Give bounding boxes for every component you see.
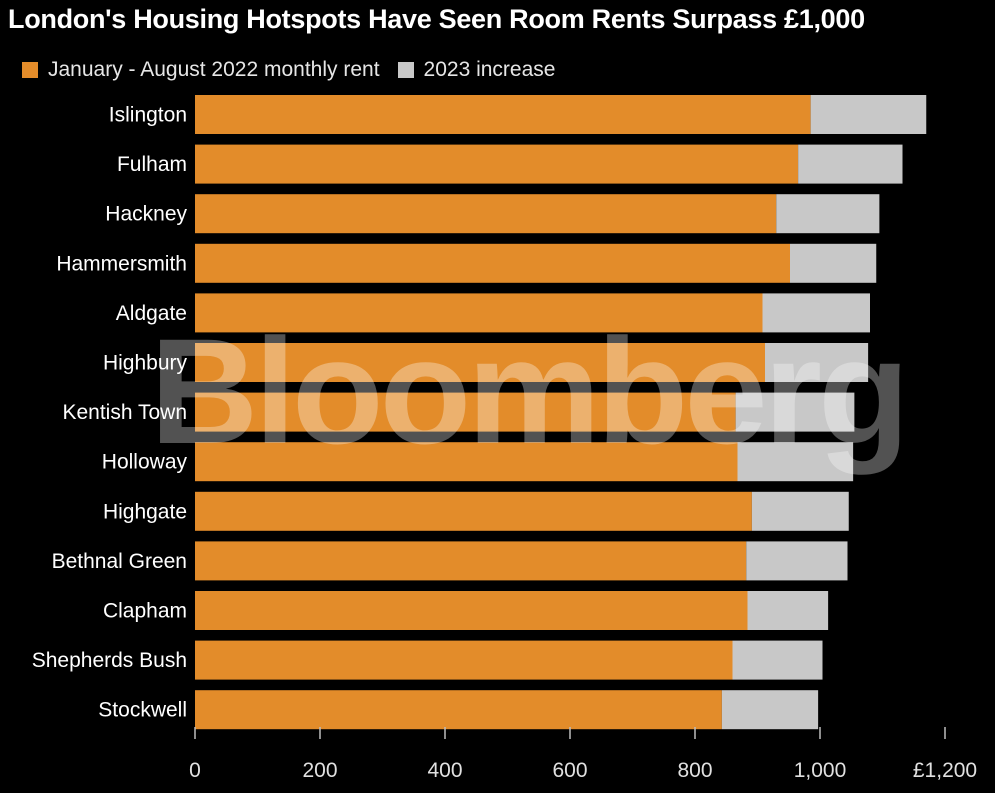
legend-item-base: January - August 2022 monthly rent (22, 58, 380, 82)
category-label-fulham: Fulham (117, 153, 187, 176)
category-label-shepherds-bush: Shepherds Bush (32, 649, 187, 672)
x-tick-label-400: 400 (427, 759, 462, 782)
bar-increase-highbury (765, 343, 869, 382)
bar-base-hackney (195, 194, 777, 234)
bar-base-hammersmith (195, 243, 790, 283)
x-tick-label-200: 200 (302, 759, 337, 782)
bar-base-highbury (195, 343, 765, 382)
bar-base-clapham (195, 591, 748, 630)
x-tick-label-1000: 1,000 (794, 759, 847, 782)
legend-label-base: January - August 2022 monthly rent (48, 58, 380, 81)
bar-increase-holloway (737, 442, 854, 482)
category-label-hammersmith: Hammersmith (56, 252, 187, 275)
category-label-highbury: Highbury (103, 352, 188, 375)
bar-increase-highgate (751, 491, 849, 531)
x-tick-label-600: 600 (552, 759, 587, 782)
bar-increase-islington (810, 95, 927, 134)
bar-base-aldgate (195, 293, 763, 333)
bar-increase-aldgate (762, 293, 870, 333)
x-tick-label-800: 800 (677, 759, 712, 782)
category-label-kentish-town: Kentish Town (62, 401, 187, 424)
bar-base-fulham (195, 144, 799, 184)
bar-base-holloway (195, 442, 738, 482)
category-label-holloway: Holloway (102, 451, 188, 474)
bar-increase-clapham (747, 591, 829, 630)
category-label-stockwell: Stockwell (98, 699, 187, 722)
bar-base-stockwell (195, 690, 722, 730)
bar-increase-hackney (776, 194, 880, 234)
category-label-bethnal-green: Bethnal Green (52, 550, 187, 573)
bar-increase-kentish-town (735, 392, 855, 432)
bar-increase-fulham (798, 144, 903, 184)
legend-label-increase: 2023 increase (423, 58, 556, 81)
bar-base-shepherds-bush (195, 640, 733, 680)
bar-increase-bethnal-green (746, 541, 848, 581)
legend-swatch-increase (397, 62, 414, 78)
bar-base-kentish-town (195, 392, 736, 432)
category-label-clapham: Clapham (103, 600, 187, 623)
bar-increase-stockwell (721, 690, 819, 730)
bar-base-bethnal-green (195, 541, 747, 581)
chart-title: London's Housing Hotspots Have Seen Room… (8, 4, 865, 34)
bar-base-highgate (195, 491, 752, 531)
category-label-islington: Islington (109, 104, 187, 127)
category-label-hackney: Hackney (105, 203, 187, 226)
bar-base-islington (195, 95, 811, 134)
legend: January - August 2022 monthly rent 2023 … (22, 56, 573, 84)
bar-increase-hammersmith (790, 243, 877, 283)
category-label-highgate: Highgate (103, 500, 187, 523)
bar-increase-shepherds-bush (732, 640, 823, 680)
x-tick-label-0: 0 (189, 759, 201, 782)
category-label-aldgate: Aldgate (116, 302, 187, 325)
x-tick-label-1200: £1,200 (913, 759, 977, 782)
legend-item-increase: 2023 increase (397, 58, 556, 82)
legend-swatch-base (22, 62, 38, 78)
